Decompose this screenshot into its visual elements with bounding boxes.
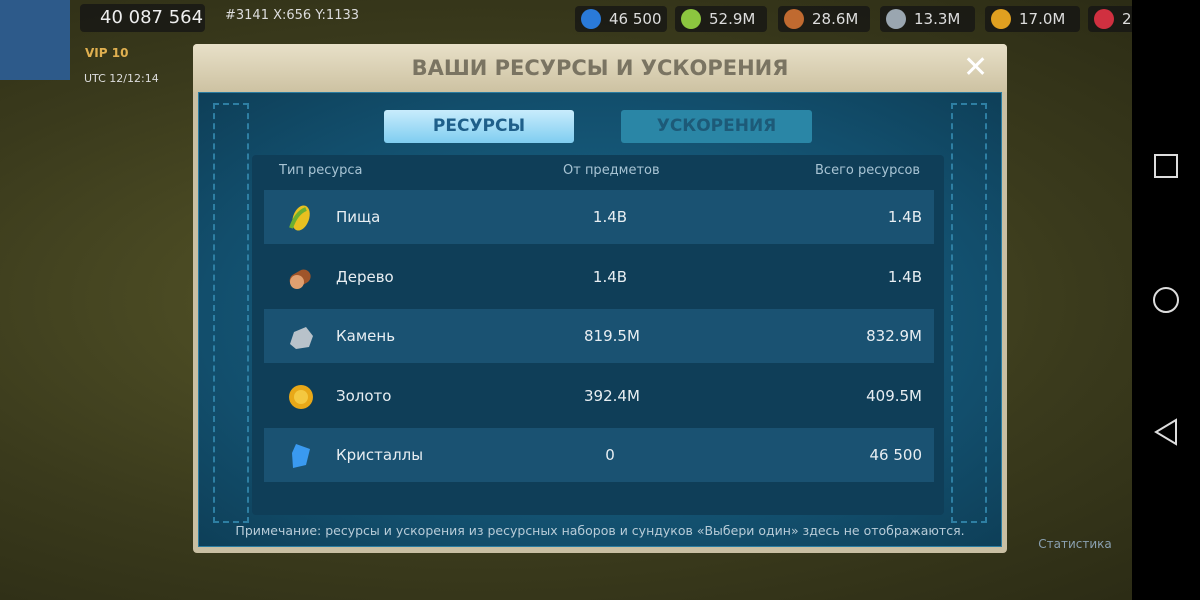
cell: 819.5M <box>584 327 640 345</box>
resource-wood[interactable]: 28.6M <box>778 6 870 32</box>
table-header: От предметов <box>563 163 660 178</box>
resource-value: 13.3M <box>914 10 961 28</box>
close-button[interactable]: ✕ <box>963 50 989 85</box>
resource-value: 52.9M <box>709 10 756 28</box>
tab-active[interactable]: РЕСУРСЫ <box>384 110 574 143</box>
dialog-header <box>193 44 1007 92</box>
coords[interactable]: #3141 X:656 Y:1133 <box>225 8 360 23</box>
cell: 1.4B <box>887 268 922 286</box>
cell: Камень <box>336 327 396 345</box>
cell: Пища <box>336 208 381 226</box>
gold-icon <box>289 385 313 409</box>
dialog-title: ВАШИ РЕСУРСЫ И УСКОРЕНИЯ <box>411 56 789 80</box>
wood-icon <box>289 269 311 289</box>
cell: 1.4B <box>887 208 922 226</box>
resource-gold[interactable]: 17.0M <box>985 6 1080 32</box>
food-icon <box>289 205 310 231</box>
side-button[interactable]: Статистика <box>1030 495 1120 551</box>
note: Примечание: ресурсы и ускорения из ресур… <box>235 523 965 538</box>
resource-food[interactable]: 52.9M <box>675 6 767 32</box>
back-button[interactable] <box>1154 418 1177 446</box>
stone-icon <box>290 327 313 349</box>
cell: 46 500 <box>869 446 923 464</box>
vip[interactable]: VIP 10 <box>85 46 129 60</box>
table-header: Всего ресурсов <box>815 163 921 178</box>
cell: 1.4B <box>592 268 628 286</box>
table-row: Дерево 1.4B 1.4B <box>264 250 934 304</box>
nav-icons <box>1153 154 1179 446</box>
nav-bar <box>1132 0 1200 600</box>
avatar[interactable] <box>0 0 70 80</box>
resource-stone[interactable]: 13.3M <box>880 6 975 32</box>
table-row: Кристаллы 0 46 500 <box>264 428 934 482</box>
table-row: Золото 392.4M 409.5M <box>264 369 934 423</box>
table-row: Камень 819.5M 832.9M <box>264 309 934 363</box>
cell: 832.9M <box>866 327 922 345</box>
resource-gems[interactable]: 46 500 <box>575 6 667 32</box>
table-header: Тип ресурса <box>279 163 363 178</box>
crystal-icon <box>292 444 310 468</box>
cell: Кристаллы <box>336 446 424 464</box>
border-pattern <box>951 103 987 523</box>
recent-button[interactable] <box>1154 154 1178 178</box>
border-pattern <box>213 103 249 523</box>
time: UTC 12/12:14 <box>84 72 159 85</box>
resource-value: 46 500 <box>609 10 662 28</box>
resource-value: 17.0M <box>1019 10 1066 28</box>
tab[interactable]: УСКОРЕНИЯ <box>621 110 812 143</box>
cell: 0 <box>605 446 615 464</box>
cell: Дерево <box>336 268 394 286</box>
table-row: Пища 1.4B 1.4B <box>264 190 934 244</box>
home-button[interactable] <box>1153 287 1179 313</box>
resource-value: 28.6M <box>812 10 859 28</box>
cell: 392.4M <box>584 387 640 405</box>
cell: 409.5M <box>866 387 922 405</box>
cell: Золото <box>336 387 392 405</box>
side-button-label: Статистика <box>1038 537 1112 551</box>
power: 40 087 564 <box>80 4 205 32</box>
cell: 1.4B <box>592 208 628 226</box>
